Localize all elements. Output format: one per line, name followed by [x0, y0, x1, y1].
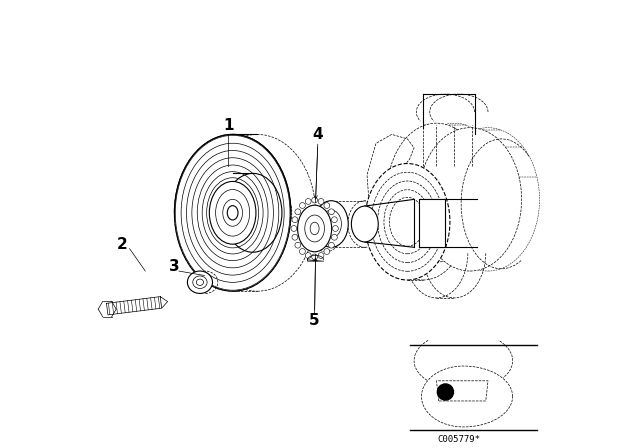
Ellipse shape [174, 134, 291, 291]
Ellipse shape [312, 254, 317, 260]
Polygon shape [436, 381, 488, 401]
Polygon shape [106, 297, 162, 315]
Ellipse shape [312, 197, 317, 203]
Ellipse shape [305, 253, 311, 258]
Polygon shape [307, 255, 324, 261]
Ellipse shape [209, 181, 256, 244]
Ellipse shape [300, 202, 305, 208]
Polygon shape [160, 297, 168, 308]
Text: 5: 5 [309, 313, 320, 328]
Ellipse shape [314, 201, 348, 247]
Bar [419, 199, 445, 247]
Ellipse shape [324, 249, 330, 254]
Text: 3: 3 [169, 259, 180, 274]
Ellipse shape [300, 249, 305, 254]
Ellipse shape [295, 242, 301, 248]
Ellipse shape [292, 217, 298, 223]
Ellipse shape [419, 128, 522, 271]
Ellipse shape [318, 253, 324, 258]
Ellipse shape [245, 181, 292, 244]
Ellipse shape [333, 226, 339, 231]
Ellipse shape [292, 234, 298, 240]
Ellipse shape [332, 217, 337, 223]
Ellipse shape [291, 226, 297, 231]
Text: 4: 4 [312, 127, 323, 142]
Ellipse shape [188, 271, 212, 293]
Ellipse shape [332, 234, 337, 240]
Ellipse shape [324, 202, 330, 208]
Ellipse shape [295, 209, 301, 215]
Ellipse shape [318, 198, 324, 204]
Text: 2: 2 [116, 237, 127, 252]
Polygon shape [422, 366, 513, 427]
Ellipse shape [328, 209, 334, 215]
Text: 1: 1 [223, 118, 234, 133]
Ellipse shape [305, 198, 311, 204]
Ellipse shape [365, 164, 450, 280]
Ellipse shape [351, 206, 378, 242]
Circle shape [437, 384, 454, 400]
Ellipse shape [328, 242, 334, 248]
Text: C005779*: C005779* [437, 435, 481, 444]
Ellipse shape [387, 123, 486, 262]
Ellipse shape [298, 205, 332, 252]
